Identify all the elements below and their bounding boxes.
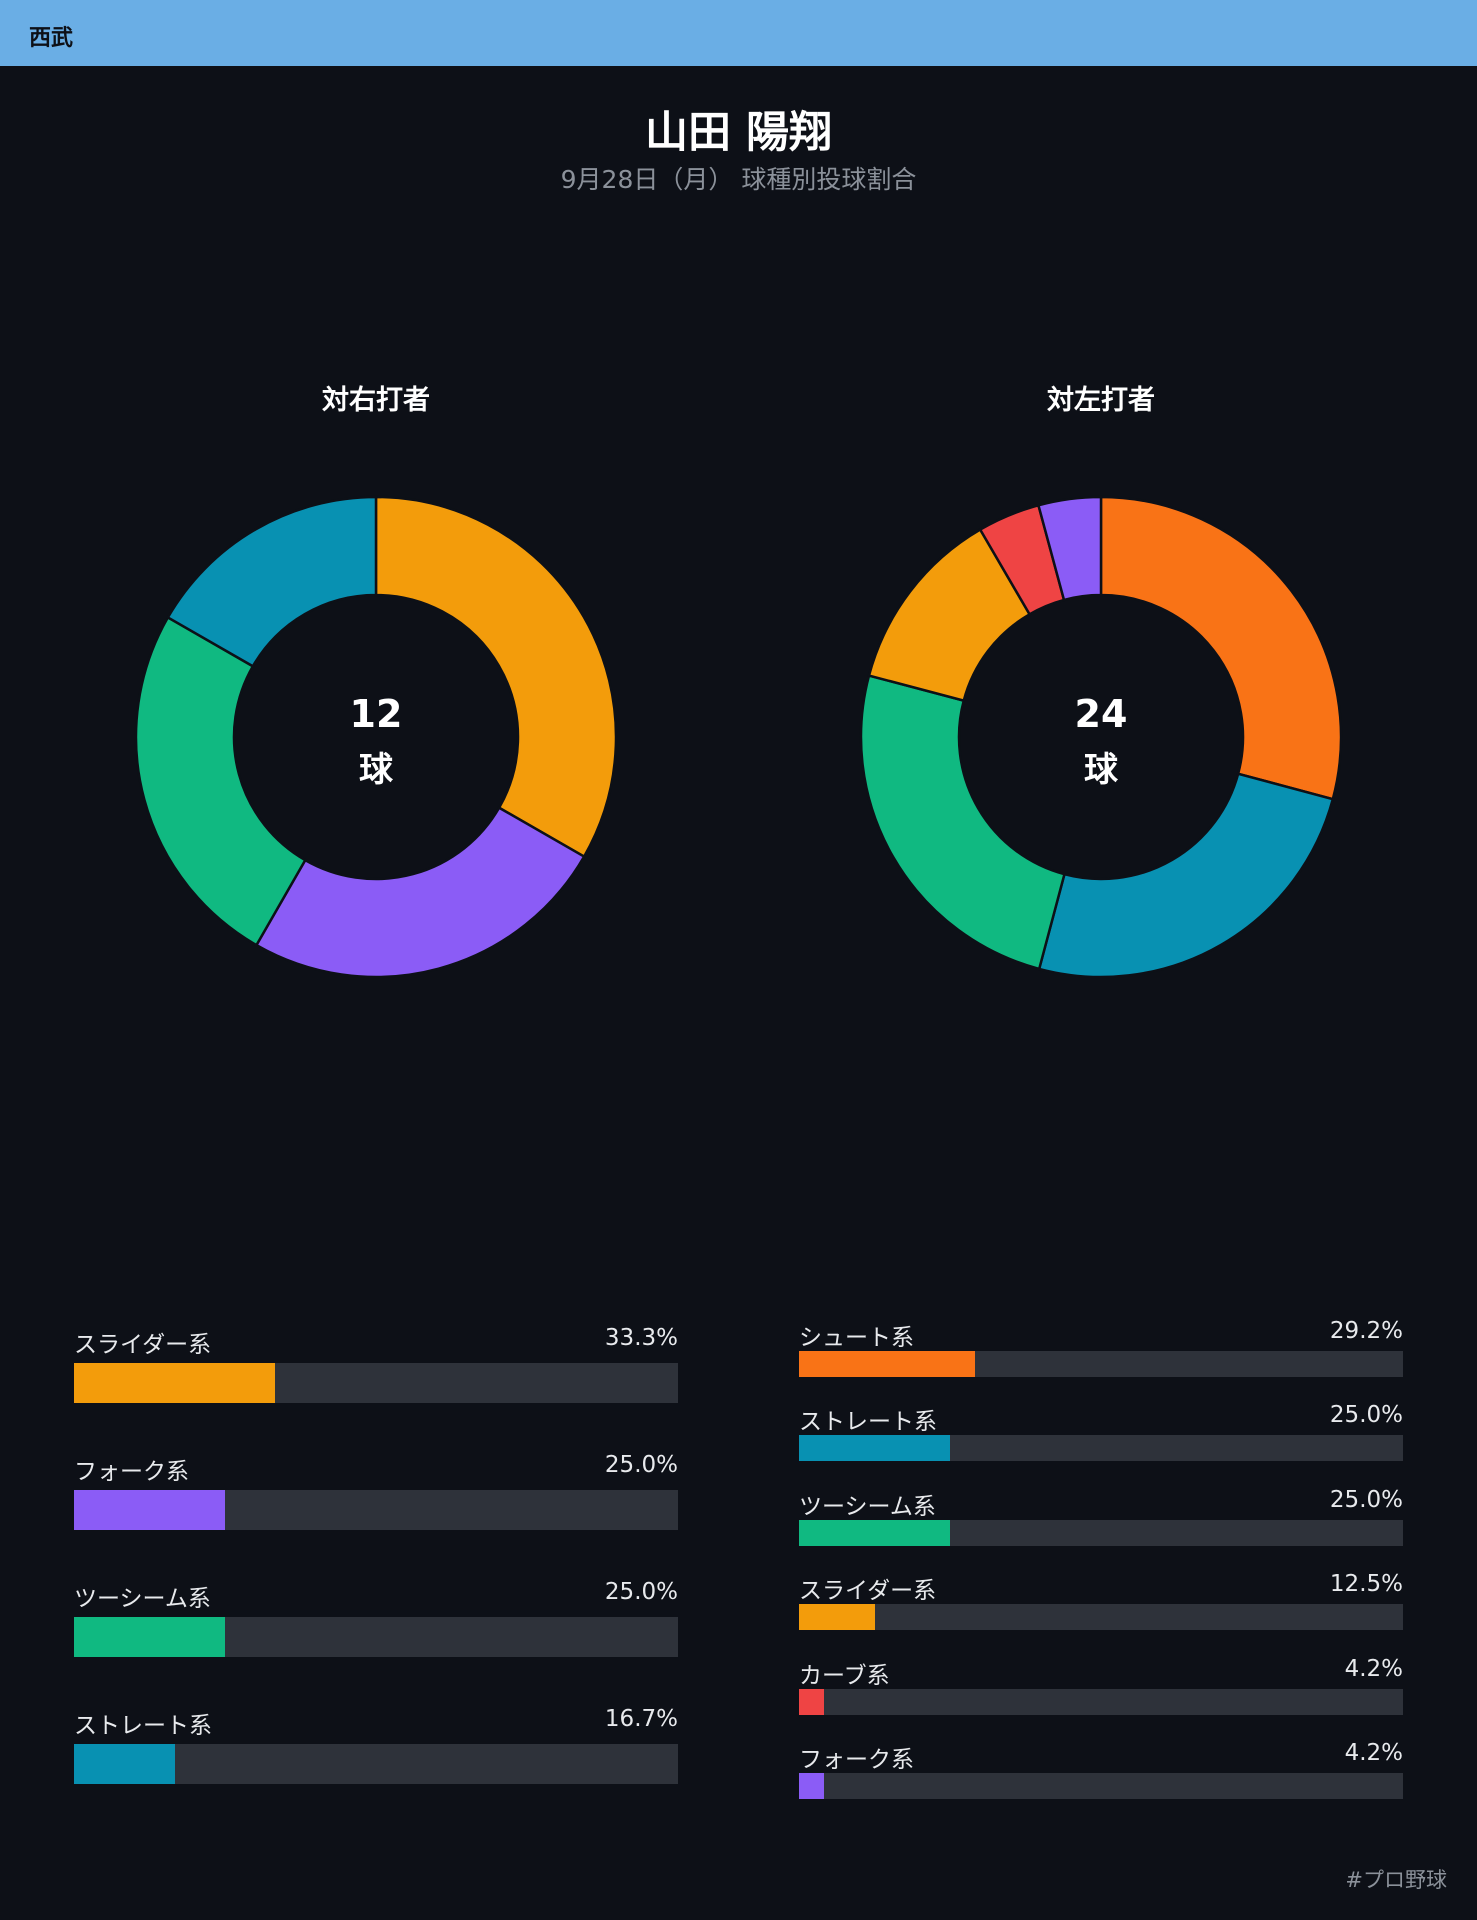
bar-fill [799, 1435, 950, 1462]
bar-track [74, 1617, 678, 1657]
bar-percentage: 25.0% [1329, 1486, 1403, 1513]
bar-track [799, 1351, 1403, 1377]
bar-row: ストレート系 25.0% [799, 1402, 1403, 1462]
donut-chart-right-batters: 12 球 [134, 495, 618, 979]
bar-label: スライダー系 [74, 1332, 212, 1358]
donut-slice [1037, 772, 1335, 979]
bar-label: ツーシーム系 [74, 1586, 211, 1612]
bar-fill [74, 1744, 175, 1784]
bar-fill [799, 1519, 950, 1546]
bar-track [799, 1604, 1403, 1631]
bar-track [799, 1435, 1403, 1462]
chart-title-right-batters: 対右打者 [322, 385, 430, 416]
bar-row: シュート系 29.2% [799, 1318, 1403, 1377]
donut-total-unit: 球 [359, 750, 394, 790]
top-bar: 西武 [0, 0, 1477, 66]
page-title: 山田 陽翔 [645, 108, 832, 158]
bar-fill [74, 1617, 225, 1657]
donut-total-unit: 球 [1084, 750, 1119, 790]
page-subtitle: 9月28日（月） 球種別投球割合 [560, 165, 917, 194]
bar-percentage: 25.0% [604, 1452, 678, 1478]
bar-label: ストレート系 [74, 1713, 212, 1739]
bar-fill [74, 1363, 276, 1403]
bar-track [799, 1773, 1403, 1799]
bar-track [799, 1688, 1403, 1715]
bar-row: ツーシーム系 25.0% [74, 1579, 678, 1657]
bar-fill [799, 1688, 825, 1715]
bar-label: フォーク系 [799, 1747, 914, 1773]
donut-total-count: 12 [350, 692, 403, 736]
hashtag: #プロ野球 [1345, 1868, 1447, 1892]
donut-slice [374, 495, 618, 859]
bar-percentage: 29.2% [1329, 1318, 1403, 1344]
bar-track [74, 1363, 678, 1403]
bar-row: カーブ系 4.2% [799, 1656, 1403, 1715]
bar-fill [799, 1773, 825, 1799]
bar-fill [74, 1490, 225, 1530]
bar-percentage: 4.2% [1344, 1740, 1403, 1766]
bar-track [74, 1490, 678, 1530]
bar-row: スライダー系 12.5% [799, 1571, 1403, 1631]
donut-slice [134, 615, 307, 947]
bar-track [74, 1744, 678, 1784]
bar-percentage: 33.3% [604, 1325, 678, 1351]
bar-label: フォーク系 [74, 1459, 189, 1485]
donut-slice [1099, 495, 1343, 801]
bar-fill [799, 1604, 875, 1631]
bar-label: ツーシーム系 [799, 1493, 936, 1520]
chart-title-left-batters: 対左打者 [1047, 385, 1155, 416]
bar-percentage: 16.7% [604, 1706, 678, 1732]
bar-label: スライダー系 [799, 1578, 937, 1605]
bar-percentage: 12.5% [1329, 1571, 1403, 1598]
bar-row: ツーシーム系 25.0% [799, 1487, 1403, 1546]
donut-slice [1036, 495, 1103, 602]
donut-slice [859, 674, 1066, 971]
bar-percentage: 4.2% [1344, 1655, 1403, 1682]
donut-chart-left-batters: 24 球 [859, 495, 1343, 979]
bar-track [799, 1519, 1403, 1546]
bar-label: カーブ系 [799, 1662, 890, 1689]
bar-row: フォーク系 25.0% [74, 1452, 678, 1530]
donut-slice [254, 806, 586, 979]
bar-row: フォーク系 4.2% [799, 1740, 1403, 1799]
team-name: 西武 [29, 26, 74, 51]
bar-fill [799, 1351, 976, 1377]
donut-total-count: 24 [1075, 692, 1128, 736]
bar-label: シュート系 [799, 1325, 914, 1351]
bar-row: ストレート系 16.7% [74, 1706, 678, 1784]
bar-percentage: 25.0% [1329, 1402, 1403, 1429]
bar-percentage: 25.0% [604, 1579, 678, 1605]
bar-label: ストレート系 [799, 1409, 937, 1436]
donut-slice [166, 495, 378, 668]
bar-row: スライダー系 33.3% [74, 1325, 678, 1403]
